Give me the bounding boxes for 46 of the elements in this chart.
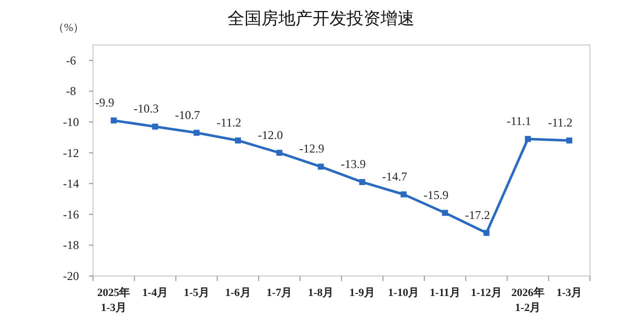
text: -11.1 <box>506 114 532 128</box>
y-tick-label: -12 <box>63 146 79 160</box>
x-tick-label: 1-4月 <box>142 287 168 299</box>
point <box>524 136 531 142</box>
text: -10.3 <box>134 102 159 116</box>
point <box>483 230 490 236</box>
point <box>318 164 324 170</box>
y-axis-title: （%） <box>53 22 84 34</box>
y-tick-label: -8 <box>66 84 76 98</box>
text: -13.9 <box>340 157 366 172</box>
x-tick-label: 1-12月 <box>470 287 502 299</box>
point <box>234 137 241 144</box>
point <box>566 137 572 144</box>
point <box>442 210 448 216</box>
x-tick-label: 1-9月 <box>349 287 376 299</box>
point <box>194 130 200 136</box>
x-tick-label: 2026年 1-2月 <box>511 286 544 314</box>
text: -17.2 <box>464 208 490 222</box>
point <box>400 191 407 198</box>
text: -9.9 <box>95 95 114 110</box>
x-tick-label: 2025年 1-3月 <box>97 286 130 314</box>
point <box>152 124 158 130</box>
x-tick-label: 1-11月 <box>430 287 460 299</box>
x-tick-label: 1-6月 <box>225 287 251 299</box>
text: -12.9 <box>299 142 324 156</box>
point <box>276 150 282 156</box>
y-tick-label: -6 <box>66 53 76 68</box>
y-tick-label: -18 <box>63 238 79 252</box>
point <box>359 179 366 186</box>
text: -11.2 <box>548 115 573 130</box>
x-tick-label: 1-3月 <box>556 287 582 299</box>
text: -14.7 <box>382 169 408 184</box>
x-tick-label: 1-5月 <box>184 287 210 299</box>
x-tick-label: 1-10月 <box>388 287 420 299</box>
point <box>110 117 117 124</box>
x-tick-label: 1-8月 <box>308 287 334 299</box>
y-tick-label: -14 <box>63 176 79 191</box>
chart-title: 全国房地产开发投资增速 <box>228 9 414 29</box>
text: -12.0 <box>258 128 283 142</box>
x-tick-label: 1-7月 <box>266 287 292 299</box>
y-tick-label: -20 <box>63 269 79 283</box>
y-tick-label: -16 <box>63 207 79 222</box>
y-tick-label: -10 <box>63 115 79 129</box>
text: -15.9 <box>424 188 449 202</box>
text: -10.7 <box>175 108 200 122</box>
text: -11.2 <box>216 115 242 130</box>
